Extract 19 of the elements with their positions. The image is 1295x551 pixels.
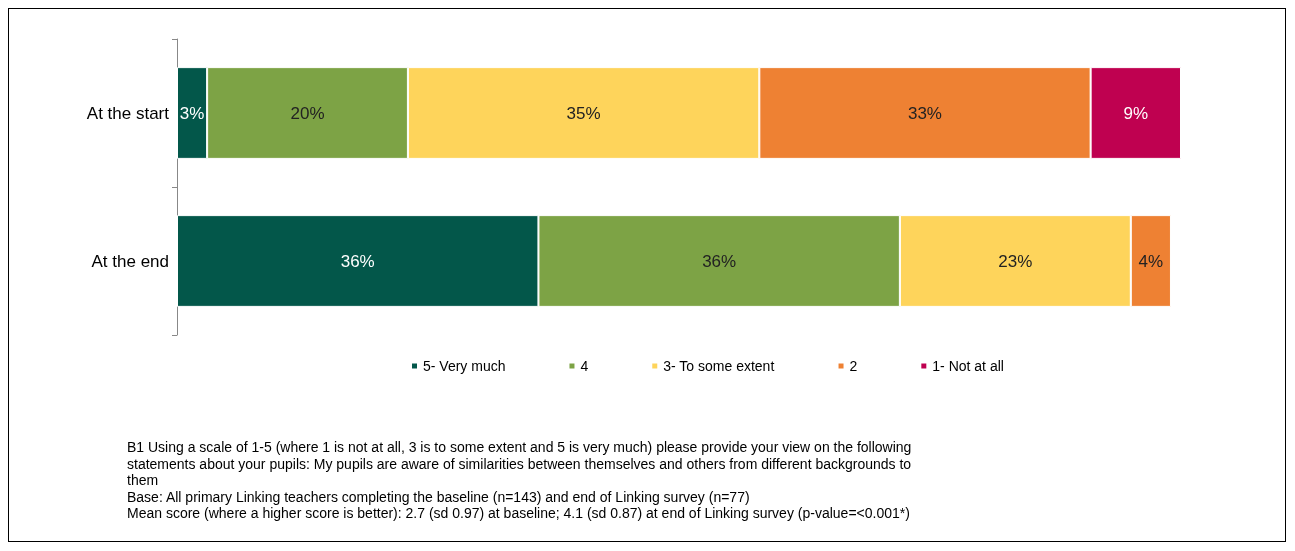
data-label: 36%: [702, 251, 737, 271]
legend-label: 3- To some extent: [663, 358, 775, 374]
data-label: 36%: [340, 251, 375, 271]
data-label: 4%: [1138, 251, 1164, 271]
legend-label: 2: [849, 358, 858, 374]
data-label: 9%: [1123, 103, 1149, 123]
data-label: 3%: [179, 103, 205, 123]
text: Base: All primary Linking teachers completing the baseline (n=143) and end of Linking survey (n=77): [127, 488, 750, 505]
legend-label: 1- Not at all: [932, 358, 1004, 374]
text: Mean score (where a higher score is better): 2.7 (sd 0.97) at baseline; 4.1 (sd 0.87) at end of Linking survey (p-value=<0.001*): [127, 505, 910, 522]
data-label: 33%: [907, 103, 942, 123]
text: B1 Using a scale of 1-5 (where 1 is not at all, 3 is to some extent and 5 is very much) please provide your view on the following statements about your pupils: My pupils are aware of similarities between themselves and others from different backgrounds to them: [127, 439, 916, 489]
legend-label: 5- Very much: [423, 358, 506, 374]
data-label: 35%: [566, 103, 601, 123]
y-tick-label: At the end: [91, 251, 169, 271]
data-label: 23%: [998, 251, 1033, 271]
y-tick-label: At the start: [86, 103, 170, 123]
legend-label: 4: [580, 358, 589, 374]
data-label: 20%: [290, 103, 325, 123]
